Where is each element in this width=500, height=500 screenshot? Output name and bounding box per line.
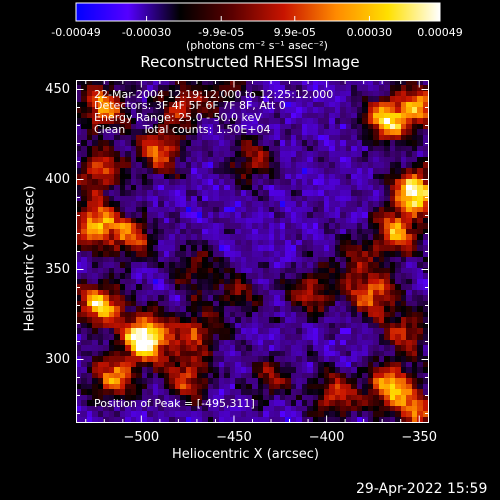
colorbar-tick-label: -0.00030 <box>107 27 187 39</box>
chart-title: Reconstructed RHESSI Image <box>0 53 500 71</box>
annotation-peak-position: Position of Peak = [-495,311] <box>94 398 255 410</box>
colorbar-tick-label: 9.9e-05 <box>255 27 335 39</box>
colorbar-tick-label: 0.00030 <box>329 27 409 39</box>
x-axis-label: Heliocentric X (arcsec) <box>172 447 319 462</box>
y-tick-label: 450 <box>30 82 70 97</box>
footer-timestamp: 29-Apr-2022 15:59 <box>356 481 487 497</box>
x-tick-label: −400 <box>297 430 357 445</box>
colorbar-tick-label: -9.9e-05 <box>181 27 261 39</box>
colorbar-fill <box>76 3 440 21</box>
colorbar-tick-label: -0.00049 <box>36 27 116 39</box>
colorbar-unit-label: (photons cm⁻² s⁻¹ asec⁻²) <box>186 40 328 52</box>
colorbar-tick-label: 0.00049 <box>400 27 480 39</box>
colorbar-ticks <box>76 16 440 21</box>
x-tick-label: −500 <box>111 430 171 445</box>
y-axis-label: Heliocentric Y (arcsec) <box>23 174 38 344</box>
x-tick-label: −350 <box>389 430 449 445</box>
y-tick-label: 300 <box>30 352 70 367</box>
annotation-clean-counts: Clean Total counts: 1.50E+04 <box>94 124 271 136</box>
x-tick-label: −450 <box>204 430 264 445</box>
